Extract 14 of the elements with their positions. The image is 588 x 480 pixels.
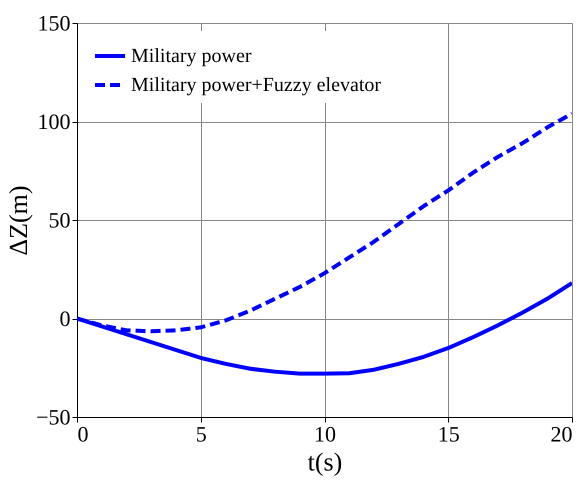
x-tick-label: 10 [314,422,336,446]
legend-label: Military power+Fuzzy elevator [131,74,382,96]
y-tick-label: −50 [36,404,70,430]
y-tick-label: 100 [38,109,70,134]
y-axis-title: ΔZ(m) [4,185,34,256]
legend-label: Military power [131,45,252,67]
x-tick-label: 0 [78,422,88,446]
x-tick-label: 15 [438,422,460,446]
x-tick-label: 20 [550,422,572,446]
y-tick-label: 150 [38,10,70,36]
x-axis-title: t(s) [308,448,342,476]
y-tick-label: 50 [48,208,70,232]
x-tick-label: 5 [196,422,207,446]
y-tick-label: 0 [60,306,70,331]
